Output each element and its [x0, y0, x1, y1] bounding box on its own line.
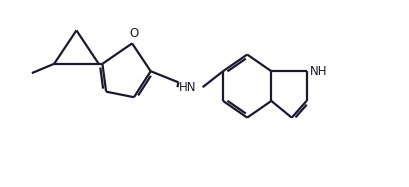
Text: O: O — [129, 27, 139, 40]
Text: HN: HN — [179, 81, 197, 94]
Text: NH: NH — [310, 65, 328, 78]
